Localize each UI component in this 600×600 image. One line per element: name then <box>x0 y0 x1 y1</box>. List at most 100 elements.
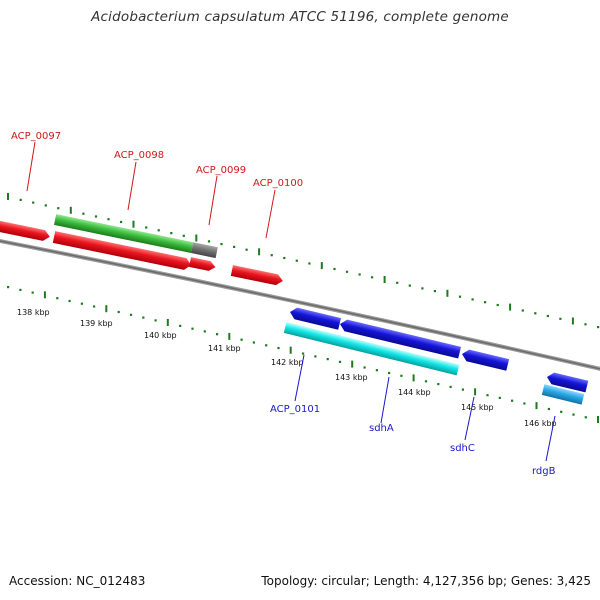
minor-tick <box>433 290 436 293</box>
minor-tick <box>358 273 361 276</box>
gene-acp-0100[interactable] <box>230 265 284 286</box>
minor-tick <box>191 327 194 330</box>
minor-tick <box>19 288 22 291</box>
minor-tick <box>408 284 411 287</box>
minor-tick <box>302 352 305 355</box>
cds-sdha-cyan[interactable] <box>283 322 460 376</box>
minor-tick <box>314 355 317 358</box>
minor-tick <box>584 323 587 326</box>
lower-tick-track <box>7 286 599 423</box>
major-tick <box>597 416 599 423</box>
minor-tick <box>511 399 514 402</box>
gene-label-acp-0097[interactable]: ACP_0097 <box>11 131 61 142</box>
minor-tick <box>484 301 487 304</box>
leader-line <box>127 161 137 211</box>
minor-tick <box>424 380 428 383</box>
minor-tick <box>220 243 223 246</box>
map-title: Acidobacterium capsulatum ATCC 51196, co… <box>91 9 509 25</box>
minor-tick <box>371 276 374 279</box>
gene-acp-0097[interactable] <box>0 219 51 242</box>
cds-acp-0099-gray[interactable] <box>191 242 218 259</box>
leader-line <box>464 396 475 441</box>
kbp-tick-label: 143 kbp <box>335 373 368 382</box>
minor-tick <box>523 402 526 405</box>
minor-tick <box>449 385 452 388</box>
minor-tick <box>471 298 474 301</box>
minor-tick <box>560 410 563 413</box>
gene-label-acp-0098[interactable]: ACP_0098 <box>114 150 164 161</box>
minor-tick <box>129 313 133 316</box>
major-tick <box>195 234 198 242</box>
minor-tick <box>283 256 286 260</box>
minor-tick <box>458 295 462 298</box>
minor-tick <box>521 309 524 312</box>
leader-line <box>208 175 218 226</box>
leader-line <box>294 354 305 402</box>
gene-label-acp-0101[interactable]: ACP_0101 <box>270 404 320 415</box>
gene-acp-0098[interactable] <box>52 231 193 271</box>
cds-rdgb-light-blue[interactable] <box>541 384 585 405</box>
minor-tick <box>154 319 157 322</box>
major-tick <box>571 317 574 325</box>
major-tick <box>535 402 538 410</box>
major-tick <box>43 291 46 299</box>
minor-tick <box>546 314 549 318</box>
major-tick <box>383 276 386 283</box>
minor-tick <box>265 344 268 347</box>
gene-label-rdgb[interactable]: rdgB <box>532 466 556 477</box>
gene-acp-0101[interactable] <box>289 306 341 330</box>
kbp-tick-label: 144 kbp <box>398 388 431 397</box>
gene-acp-0099[interactable] <box>188 257 216 272</box>
kbp-tick-label: 138 kbp <box>17 308 50 317</box>
major-tick <box>228 332 231 340</box>
cds-acp-0098-green[interactable] <box>53 214 194 254</box>
minor-tick <box>145 226 148 229</box>
minor-tick <box>56 297 59 300</box>
major-tick <box>351 360 354 368</box>
major-tick <box>412 374 415 382</box>
minor-tick <box>363 366 366 369</box>
minor-tick <box>117 310 120 314</box>
kbp-tick-label: 141 kbp <box>208 344 241 353</box>
minor-tick <box>80 302 83 305</box>
minor-tick <box>93 305 96 308</box>
minor-tick <box>179 324 182 327</box>
gene-label-acp-0100[interactable]: ACP_0100 <box>253 178 303 189</box>
minor-tick <box>82 212 85 215</box>
minor-tick <box>498 396 501 399</box>
forward-gene-labels: ACP_0097 ACP_0098 ACP_0099 ACP_0100 <box>11 131 303 239</box>
minor-tick <box>120 220 123 224</box>
minor-tick <box>584 416 587 419</box>
minor-tick <box>107 218 110 221</box>
reverse-gene-labels: ACP_0101 sdhA sdhC rdgB <box>270 354 556 477</box>
upper-tick-track <box>7 193 600 329</box>
major-tick <box>289 346 292 354</box>
minor-tick <box>534 312 537 315</box>
gene-sdhc[interactable] <box>461 348 510 371</box>
minor-tick <box>245 248 248 251</box>
gene-label-acp-0099[interactable]: ACP_0099 <box>196 165 246 176</box>
gene-label-sdhc[interactable]: sdhC <box>450 443 475 454</box>
gene-label-sdha[interactable]: sdhA <box>369 423 394 434</box>
accession-text: Accession: NC_012483 <box>9 574 146 588</box>
kbp-tick-label: 145 kbp <box>461 403 494 412</box>
topology-text: Topology: circular; Length: 4,127,356 bp… <box>261 574 591 588</box>
kbp-tick-label: 140 kbp <box>144 331 177 340</box>
gene-sdha[interactable] <box>339 318 462 359</box>
minor-tick <box>496 303 499 307</box>
minor-tick <box>345 270 349 273</box>
minor-tick <box>333 267 336 271</box>
minor-tick <box>7 286 10 289</box>
kbp-tick-labels: 138 kbp 139 kbp 140 kbp 141 kbp 142 kbp … <box>17 308 557 428</box>
major-tick <box>446 289 449 297</box>
gene-rdgb[interactable] <box>546 371 589 393</box>
kbp-tick-label: 146 kbp <box>524 419 557 428</box>
minor-tick <box>421 287 424 290</box>
minor-tick <box>94 215 98 218</box>
minor-tick <box>252 341 255 344</box>
minor-tick <box>68 299 71 303</box>
minor-tick <box>547 407 550 411</box>
minor-tick <box>338 360 342 363</box>
minor-tick <box>57 207 60 210</box>
